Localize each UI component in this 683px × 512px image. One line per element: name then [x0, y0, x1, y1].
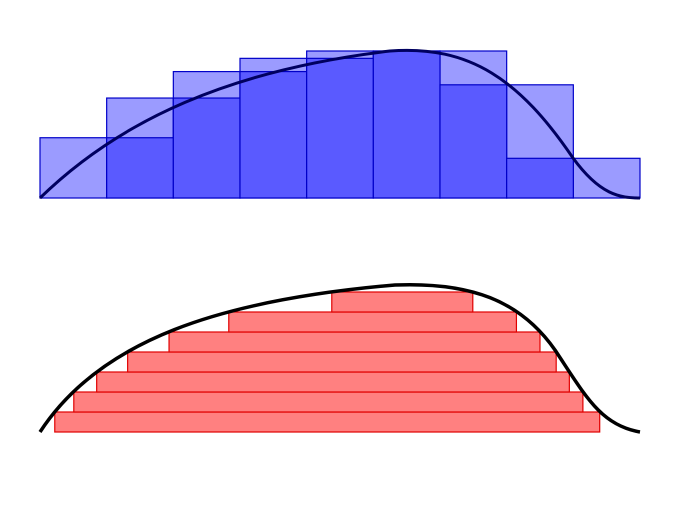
- lower-sum-bar: [172, 97, 241, 199]
- lower-sum-bar: [506, 157, 574, 199]
- lebesgue-strip: [228, 311, 518, 333]
- lebesgue-sum-panel: [54, 291, 601, 433]
- lower-sum-bar: [239, 70, 308, 199]
- lebesgue-strip: [73, 391, 584, 413]
- lower-sum-bar: [106, 137, 174, 199]
- lebesgue-strip: [168, 331, 541, 353]
- lebesgue-strip: [127, 351, 557, 373]
- lebesgue-function-curve: [38, 282, 641, 434]
- riemann-function-curve: [38, 48, 641, 200]
- lower-sum-bar: [306, 57, 374, 199]
- lebesgue-strip: [96, 371, 570, 393]
- lower-sum-bar: [439, 84, 508, 199]
- riemann-sum-panel: [39, 50, 641, 199]
- lebesgue-strip: [54, 411, 601, 433]
- lebesgue-strip: [331, 291, 474, 313]
- lower-sum-bar: [372, 50, 441, 199]
